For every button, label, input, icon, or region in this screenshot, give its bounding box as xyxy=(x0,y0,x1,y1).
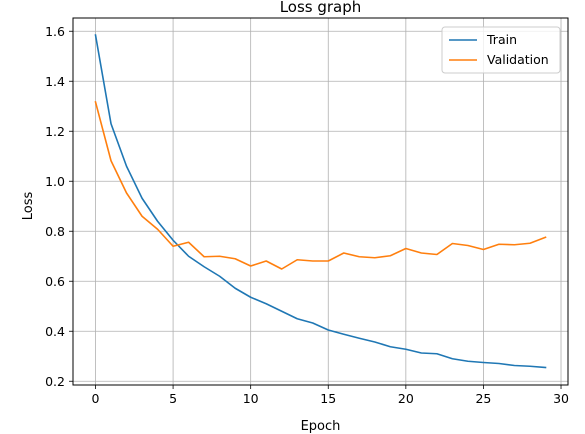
legend: Train Validation xyxy=(441,26,561,74)
x-tick-label: 10 xyxy=(243,391,259,406)
y-axis-title: Loss xyxy=(21,192,36,221)
legend-box xyxy=(441,26,561,74)
legend-label-validation: Validation xyxy=(487,52,549,67)
y-tick-label: 0.8 xyxy=(45,224,65,239)
x-tick-label: 25 xyxy=(475,391,491,406)
series-lines xyxy=(94,34,547,369)
y-tick-label: 1.4 xyxy=(45,74,65,89)
x-axis-title: Epoch xyxy=(301,419,341,434)
x-tick-label: 5 xyxy=(169,391,177,406)
x-tick-label: 0 xyxy=(92,391,100,406)
y-tick-label: 0.6 xyxy=(45,274,65,289)
y-tick-label: 1.6 xyxy=(45,24,65,39)
series-line-validation xyxy=(94,101,547,270)
y-tick-label: 0.2 xyxy=(45,374,65,389)
x-tick-label: 20 xyxy=(398,391,414,406)
y-axis-ticks: 0.2 0.4 0.6 0.8 1.0 1.2 1.4 1.6 xyxy=(45,24,73,389)
plot-frame xyxy=(72,17,569,386)
grid-lines xyxy=(73,18,568,385)
legend-label-train: Train xyxy=(486,32,517,47)
x-axis-ticks: 0 5 10 15 20 25 30 xyxy=(92,385,569,406)
chart-title: Loss graph xyxy=(280,0,362,16)
y-tick-label: 0.4 xyxy=(45,324,65,339)
y-tick-label: 1.2 xyxy=(45,124,65,139)
series-line-train xyxy=(94,34,547,369)
x-tick-label: 15 xyxy=(320,391,336,406)
y-tick-label: 1.0 xyxy=(45,174,65,189)
x-tick-label: 30 xyxy=(553,391,569,406)
